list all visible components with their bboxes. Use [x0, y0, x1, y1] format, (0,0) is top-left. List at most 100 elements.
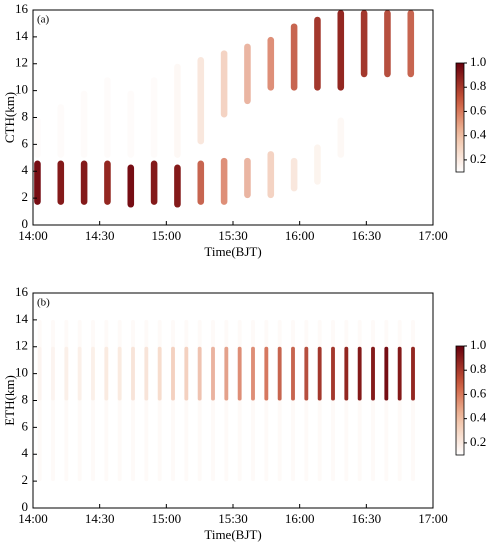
- y-tick-label: 10: [15, 82, 28, 97]
- colorbar-tick-label: 0.4: [470, 410, 487, 425]
- x-tick-label: 17:00: [418, 228, 448, 243]
- density-strip: [211, 346, 215, 401]
- colorbar-tick-label: 0.8: [470, 361, 486, 376]
- x-tick-label: 14:30: [85, 511, 115, 526]
- density-strip: [244, 157, 251, 199]
- density-strip: [331, 346, 335, 401]
- x-tick-label: 14:00: [18, 228, 48, 243]
- density-strip: [397, 346, 402, 401]
- colorbar-tick-label: 0.6: [470, 385, 487, 400]
- y-tick-label: 6: [22, 418, 29, 433]
- density-strip: [317, 346, 322, 401]
- y-axis-label: ETH(km): [2, 375, 17, 426]
- panel-label: (a): [37, 14, 50, 26]
- density-strip: [304, 346, 309, 401]
- density-strip: [104, 319, 109, 482]
- x-axis-label: Time(BJT): [204, 244, 261, 259]
- density-strip: [267, 151, 275, 199]
- density-strip: [244, 43, 251, 105]
- y-tick-label: 8: [22, 108, 29, 123]
- density-strip: [77, 319, 82, 482]
- colorbar-tick-label: 0.8: [470, 78, 486, 93]
- density-strip: [131, 319, 135, 482]
- density-strip: [157, 346, 162, 401]
- density-strip: [117, 319, 122, 482]
- y-tick-label: 8: [22, 391, 29, 406]
- y-tick-label: 0: [22, 216, 29, 231]
- density-strip: [224, 346, 229, 401]
- colorbar-tick-label: 0.6: [470, 102, 487, 117]
- x-tick-label: 16:00: [285, 228, 315, 243]
- x-axis-label: Time(BJT): [204, 527, 261, 542]
- x-tick-label: 15:30: [218, 511, 248, 526]
- density-strip: [197, 346, 202, 401]
- density-strip: [290, 23, 298, 91]
- density-strip: [37, 319, 42, 482]
- colorbar-tick-label: 0.2: [470, 151, 486, 166]
- colorbar: [455, 62, 465, 173]
- density-strip: [184, 346, 189, 401]
- y-tick-label: 4: [22, 445, 29, 460]
- y-tick-label: 2: [22, 472, 29, 487]
- density-strip: [314, 16, 321, 91]
- density-strip: [360, 10, 368, 78]
- density-strip: [117, 346, 122, 401]
- density-strip: [34, 117, 41, 158]
- density-strip: [237, 346, 242, 401]
- density-strip: [251, 346, 255, 401]
- density-strip: [384, 10, 391, 78]
- density-strip: [91, 346, 95, 401]
- x-tick-label: 16:00: [285, 511, 315, 526]
- density-strip: [277, 346, 282, 401]
- density-strip: [220, 50, 228, 118]
- density-strip: [337, 10, 345, 91]
- y-tick-label: 14: [15, 28, 29, 43]
- colorbar-tick-label: 0.2: [470, 434, 486, 449]
- y-tick-label: 16: [15, 284, 29, 299]
- density-strip: [144, 319, 149, 482]
- density-strip: [127, 164, 135, 208]
- y-tick-label: 12: [15, 338, 28, 353]
- density-strip: [51, 319, 55, 482]
- density-strip: [264, 346, 269, 401]
- colorbar-tick-label: 1.0: [470, 337, 486, 352]
- y-axis-label: CTH(km): [2, 92, 17, 143]
- y-tick-label: 6: [22, 135, 29, 150]
- density-strip: [80, 160, 88, 205]
- colorbar-tick-label: 0.4: [470, 127, 487, 142]
- panel-label: (b): [37, 297, 50, 309]
- density-strip: [407, 10, 415, 78]
- density-strip: [197, 160, 205, 205]
- density-strip: [77, 346, 82, 401]
- y-tick-label: 4: [22, 162, 29, 177]
- density-strip: [57, 104, 65, 158]
- x-tick-label: 16:30: [352, 511, 382, 526]
- density-strip: [57, 160, 65, 205]
- density-strip: [411, 346, 415, 401]
- colorbar-tick-label: 1.0: [470, 54, 486, 69]
- density-strip: [150, 77, 158, 158]
- density-strip: [174, 63, 181, 158]
- x-tick-label: 14:00: [18, 511, 48, 526]
- density-strip: [91, 319, 95, 482]
- density-strip: [37, 346, 42, 401]
- x-tick-label: 15:00: [152, 511, 182, 526]
- density-strip: [104, 346, 109, 401]
- density-strip: [371, 346, 375, 401]
- density-strip: [291, 346, 295, 401]
- density-strip: [290, 157, 298, 192]
- x-tick-label: 17:00: [418, 511, 448, 526]
- y-tick-label: 14: [15, 311, 29, 326]
- density-strip: [174, 164, 181, 208]
- x-tick-label: 14:30: [85, 228, 115, 243]
- density-strip: [220, 157, 228, 205]
- density-strip: [267, 36, 275, 91]
- density-strip: [51, 346, 55, 401]
- density-strip: [171, 346, 175, 401]
- density-strip: [64, 346, 69, 401]
- density-strip: [384, 346, 389, 401]
- density-strip: [104, 160, 111, 205]
- density-strip: [357, 346, 362, 401]
- y-tick-label: 10: [15, 365, 28, 380]
